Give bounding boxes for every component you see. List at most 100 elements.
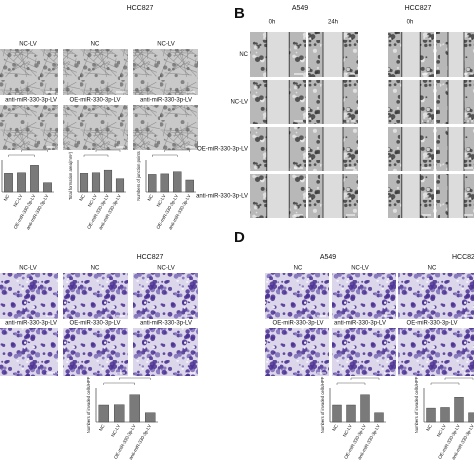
y-axis-label: Numbers of invaded cells/HPF <box>320 376 325 433</box>
wound-gap <box>323 174 343 218</box>
bar <box>148 174 157 193</box>
x-tick-label: anti-miR-330-3p-LV <box>98 193 123 231</box>
cell-line-label: HCC827 <box>452 254 474 261</box>
bar <box>454 397 464 423</box>
y-axis-label: Numbers of junction points <box>136 151 141 201</box>
bar <box>440 407 450 423</box>
micrograph <box>398 328 474 376</box>
significance-bracket <box>21 149 48 152</box>
x-tick-label: NC <box>331 423 339 432</box>
wound-gap <box>323 127 343 171</box>
image-label: 24h <box>328 20 338 26</box>
bar <box>426 407 436 423</box>
bar <box>160 173 169 193</box>
x-tick-label: NC-LV <box>12 193 24 208</box>
micrograph <box>265 328 329 376</box>
x-tick-label: NC <box>98 423 106 432</box>
bar <box>468 412 474 423</box>
y-axis-label: Numbers of invaded cells/HPF <box>414 376 419 433</box>
image-label: NC-LV <box>19 266 37 272</box>
image-label: anti-miR-330-3p-LV <box>334 321 386 327</box>
image-label: OE-miR-330-3p-LV <box>407 321 458 327</box>
x-tick-label: NC-LV <box>87 193 99 208</box>
micrograph <box>332 328 396 376</box>
wound-gap <box>401 32 421 77</box>
image-label: OE-miR-330-3p-LV <box>70 321 121 327</box>
significance-bracket <box>336 382 366 385</box>
y-axis-label: Total formation area(mm²) <box>68 151 73 200</box>
wound-gap <box>448 174 464 218</box>
bar <box>91 172 101 193</box>
image-label: anti-miR-330-3p-LV <box>5 98 57 104</box>
image-label: 0h <box>269 20 276 26</box>
micrograph <box>133 49 198 95</box>
micrograph <box>0 273 58 319</box>
wound-gap <box>266 32 290 77</box>
significance-bracket <box>8 154 35 157</box>
x-tick-label: NC <box>425 423 433 432</box>
significance-bracket <box>350 377 380 380</box>
image-label: NC-LV <box>157 266 175 272</box>
bar <box>173 171 182 193</box>
bar <box>103 169 113 193</box>
image-label: anti-miR-330-3p-LV <box>140 321 192 327</box>
image-label: anti-miR-330-3p-LV <box>140 98 192 104</box>
significance-bracket <box>95 149 121 152</box>
image-label: NC-LV <box>157 42 175 48</box>
panel-letter: B <box>234 5 245 22</box>
micrograph <box>0 49 58 95</box>
x-tick-label: NC-LV <box>156 193 168 208</box>
bar <box>43 182 52 193</box>
wound-gap <box>266 174 290 218</box>
bar <box>4 173 13 193</box>
bar <box>98 404 109 423</box>
image-label: anti-miR-330-3p-LV <box>196 194 248 200</box>
micrograph <box>63 328 128 376</box>
wound-gap <box>266 127 290 171</box>
micrograph <box>63 49 128 95</box>
x-tick-label: NC-LV <box>110 423 122 438</box>
bar <box>30 165 39 193</box>
bar <box>346 404 356 423</box>
bar <box>145 412 156 423</box>
wound-gap <box>401 174 421 218</box>
image-label: anti-miR-330-3p-LV <box>5 321 57 327</box>
image-label: NC-LV <box>230 100 248 106</box>
bar <box>185 179 194 193</box>
wound-gap <box>401 80 421 124</box>
significance-bracket <box>164 149 190 152</box>
x-tick-label: NC-LV <box>436 423 448 438</box>
micrograph <box>398 273 474 319</box>
micrograph <box>332 273 396 319</box>
wound-gap <box>323 80 343 124</box>
wound-gap <box>448 32 464 77</box>
significance-bracket <box>83 154 109 157</box>
bar <box>360 394 370 423</box>
wound-gap <box>266 80 290 124</box>
wound-gap <box>401 127 421 171</box>
x-tick-label: NC <box>78 193 86 202</box>
x-tick-label: NC <box>147 193 155 202</box>
significance-bracket <box>103 382 135 385</box>
significance-bracket <box>430 382 460 385</box>
micrograph <box>0 328 58 376</box>
image-label: NC-LV <box>19 42 37 48</box>
image-label: OE-miR-330-3p-LV <box>197 147 248 153</box>
cell-line-label: A549 <box>292 5 308 12</box>
x-tick-label: NC <box>3 193 11 202</box>
bar <box>374 412 384 423</box>
significance-bracket <box>444 377 474 380</box>
wound-gap <box>323 32 343 77</box>
image-label: NC <box>428 266 437 272</box>
cell-line-label: A549 <box>320 254 336 261</box>
bar <box>79 173 89 193</box>
image-label: NC <box>294 266 303 272</box>
image-label: OE-miR-330-3p-LV <box>273 321 324 327</box>
image-label: NC <box>239 52 248 58</box>
micrograph <box>133 328 198 376</box>
y-axis-label: Numbers of invaded cells/HPF <box>86 376 91 433</box>
micrograph <box>133 273 198 319</box>
cell-line-label: HCC827 <box>405 5 432 12</box>
